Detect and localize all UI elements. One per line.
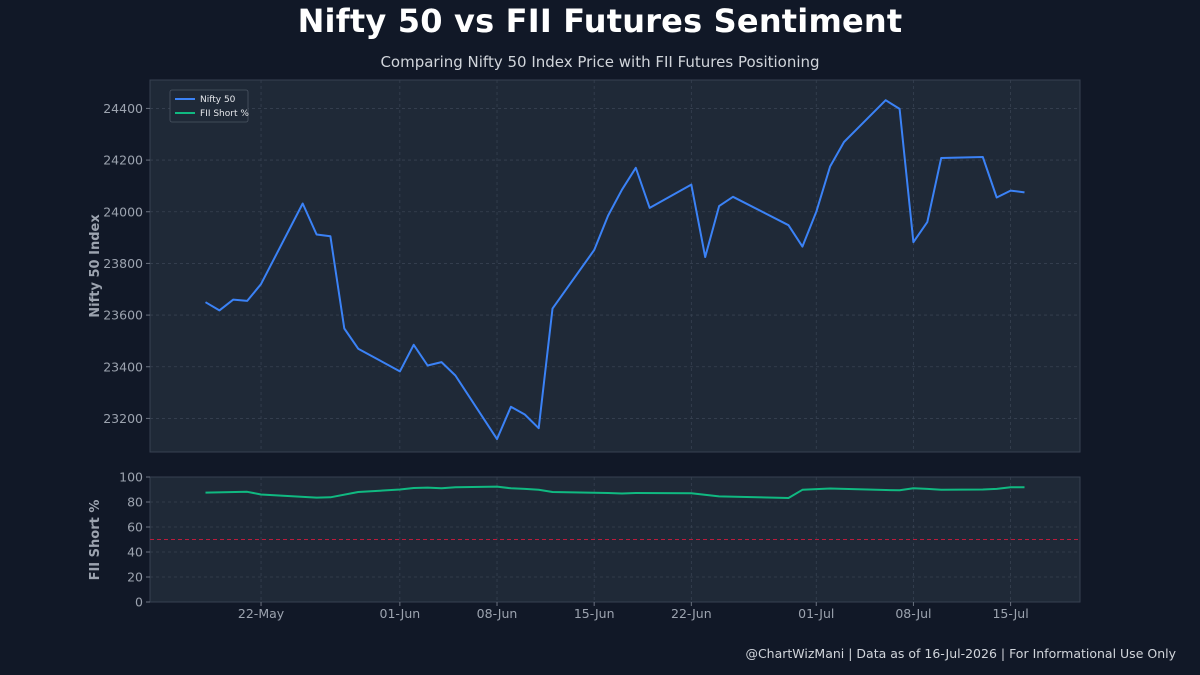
fii-y-tick-label: 80 <box>127 495 143 510</box>
legend-label-nifty: Nifty 50 <box>200 95 236 105</box>
nifty-y-tick-label: 23800 <box>103 256 143 271</box>
x-ticks: 22-May 01-Jun 08-Jun 15-Jun 22-Jun 01-Jul 08-J… <box>238 602 1029 621</box>
x-tick-label: 01-Jul <box>798 606 834 621</box>
fii-short-series-line <box>205 485 1025 499</box>
chart-title: Nifty 50 vs FII Futures Sentiment <box>297 2 903 40</box>
nifty-y-axis-label: Nifty 50 Index <box>88 214 103 318</box>
nifty-grid <box>150 80 1080 452</box>
nifty-y-ticks: 23200 23400 23600 23800 24000 24200 24400 <box>103 101 150 426</box>
legend-label-fii: FII Short % <box>200 109 249 119</box>
nifty-y-tick-label: 24400 <box>103 101 143 116</box>
fii-y-axis-label: FII Short % <box>88 500 103 581</box>
nifty-y-tick-label: 24200 <box>103 153 143 168</box>
nifty-y-tick-label: 23200 <box>103 411 143 426</box>
nifty-50-series-line <box>204 99 1025 441</box>
x-tick-label: 15-Jul <box>992 606 1028 621</box>
nifty-panel <box>149 79 1081 453</box>
x-tick-label: 22-Jun <box>671 606 712 621</box>
nifty-y-tick-label: 24000 <box>103 204 143 219</box>
fii-y-ticks: 0 20 40 60 80 100 <box>119 470 150 610</box>
nifty-y-tick-label: 23400 <box>103 359 143 374</box>
nifty-y-tick-label: 23600 <box>103 308 143 323</box>
x-tick-label: 15-Jun <box>574 606 615 621</box>
fii-y-tick-label: 60 <box>127 520 143 535</box>
footer-note: @ChartWizMani | Data as of 16-Jul-2026 |… <box>745 646 1176 661</box>
chart-subtitle: Comparing Nifty 50 Index Price with FII … <box>380 53 820 71</box>
fii-grid <box>150 476 1080 603</box>
fii-y-tick-label: 0 <box>135 595 143 610</box>
x-tick-label: 01-Jun <box>380 606 421 621</box>
x-tick-label: 08-Jun <box>477 606 518 621</box>
x-tick-label: 22-May <box>238 606 285 621</box>
fii-y-tick-label: 20 <box>127 570 143 585</box>
fii-y-tick-label: 40 <box>127 545 143 560</box>
fii-y-tick-label: 100 <box>119 470 143 485</box>
x-tick-label: 08-Jul <box>895 606 931 621</box>
legend: Nifty 50 FII Short % <box>169 89 249 123</box>
